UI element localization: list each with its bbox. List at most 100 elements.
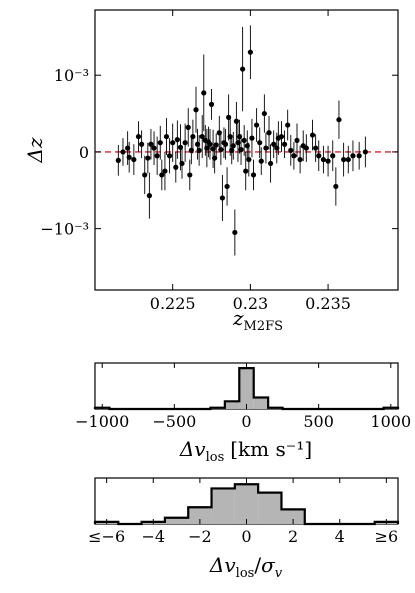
data-point — [316, 153, 322, 159]
data-point — [333, 183, 339, 190]
histogram-bar — [281, 509, 305, 524]
data-point — [148, 141, 154, 147]
data-point — [187, 172, 193, 178]
velocity-histogram-panel: −1000 −500 0 500 1000 Δvlos [km s⁻¹] — [75, 362, 411, 465]
data-point — [159, 172, 165, 178]
histogram-bar — [234, 484, 259, 524]
data-point — [341, 156, 347, 163]
data-point — [345, 156, 351, 163]
data-point — [135, 133, 142, 140]
data-point — [170, 140, 176, 146]
data-point — [294, 137, 300, 144]
data-point — [303, 145, 309, 151]
x-tick-label: ≥6 — [375, 527, 399, 546]
normalized-histogram-panel: ≤−6 −4 −2 0 2 4 ≥6 Δvlos/σv — [88, 477, 400, 581]
data-point — [163, 133, 170, 140]
scatter-y-ticks: 10⁻³ 0 −10⁻³ — [40, 66, 398, 239]
data-point — [212, 155, 218, 161]
data-point — [145, 155, 151, 161]
histogram-bar — [164, 517, 189, 524]
x-tick-label: 2 — [288, 527, 298, 546]
data-point — [266, 130, 272, 136]
data-point — [281, 141, 288, 147]
data-point — [173, 164, 179, 170]
histogram-outline — [93, 367, 400, 411]
data-point — [154, 153, 160, 159]
data-point — [162, 168, 168, 174]
x-tick-label: 0 — [241, 527, 251, 546]
histogram-bar — [211, 488, 235, 524]
data-point — [271, 141, 277, 147]
data-point — [222, 141, 229, 147]
data-point — [263, 145, 269, 151]
scatter-y-axis-label: Δz — [23, 137, 47, 163]
x-tick-label: 0 — [241, 412, 251, 431]
y-tick-label: −10⁻³ — [40, 220, 89, 239]
data-point — [146, 193, 152, 199]
data-point — [213, 142, 219, 148]
normalized-histogram-x-ticks: ≤−6 −4 −2 0 2 4 ≥6 — [88, 478, 398, 546]
data-point — [208, 101, 215, 107]
data-point — [336, 117, 342, 123]
data-point — [115, 157, 121, 163]
velocity-histogram-x-ticks: −1000 −500 0 500 1000 — [75, 363, 411, 431]
data-point — [297, 156, 303, 163]
scatter-x-ticks: 0.225 0.23 0.235 — [150, 10, 351, 313]
data-point — [238, 147, 244, 153]
data-point — [207, 141, 213, 147]
data-point — [285, 122, 291, 128]
data-point — [182, 140, 188, 146]
histogram-bar — [253, 397, 269, 409]
histogram-bar — [258, 492, 282, 524]
x-tick-label: 0.225 — [150, 294, 196, 313]
x-tick-label: ≤−6 — [88, 527, 125, 546]
data-point — [120, 149, 126, 155]
data-point — [243, 168, 249, 174]
data-point — [258, 158, 264, 164]
data-point — [250, 172, 257, 178]
data-point — [126, 154, 132, 160]
x-tick-label: −4 — [141, 527, 165, 546]
data-point — [201, 90, 207, 96]
data-point — [190, 133, 196, 140]
data-point — [233, 118, 239, 124]
data-point — [157, 140, 163, 146]
data-point — [219, 195, 226, 201]
data-point — [257, 140, 263, 146]
data-point — [166, 153, 173, 159]
y-tick-label: 10⁻³ — [54, 66, 89, 85]
data-point — [216, 130, 222, 136]
scatter-x-axis-label: zM2FS — [232, 306, 283, 334]
y-tick-label: 0 — [79, 143, 89, 162]
data-point — [193, 107, 199, 113]
normalized-histogram-x-axis-label: Δvlos/σv — [209, 553, 283, 581]
histogram-outline — [93, 483, 400, 526]
data-point — [232, 229, 238, 236]
data-point — [196, 147, 202, 153]
data-point — [362, 149, 368, 155]
data-point — [174, 137, 180, 143]
x-tick-label: −2 — [188, 527, 212, 546]
normalized-histogram-bars — [93, 483, 400, 526]
scatter-panel: 0.225 0.23 0.235 10⁻³ 0 −10⁻³ Δz zM2FS — [23, 9, 399, 334]
data-point — [249, 135, 255, 141]
data-point — [267, 160, 274, 167]
data-point — [356, 153, 362, 159]
velocity-histogram-bars — [93, 367, 400, 411]
data-point — [313, 145, 319, 151]
histogram-bar — [188, 507, 212, 524]
data-point — [185, 124, 191, 130]
data-point — [325, 158, 331, 164]
data-point — [247, 49, 253, 55]
x-tick-label: 500 — [303, 412, 334, 431]
histogram-bar — [224, 401, 240, 409]
x-tick-label: 0.23 — [233, 294, 269, 313]
data-point — [230, 143, 236, 149]
x-tick-label: −500 — [152, 412, 196, 431]
data-point — [350, 153, 356, 159]
data-point — [241, 137, 247, 144]
data-point — [199, 133, 205, 140]
data-point — [320, 156, 327, 163]
data-point — [218, 147, 224, 153]
data-point — [291, 153, 297, 159]
